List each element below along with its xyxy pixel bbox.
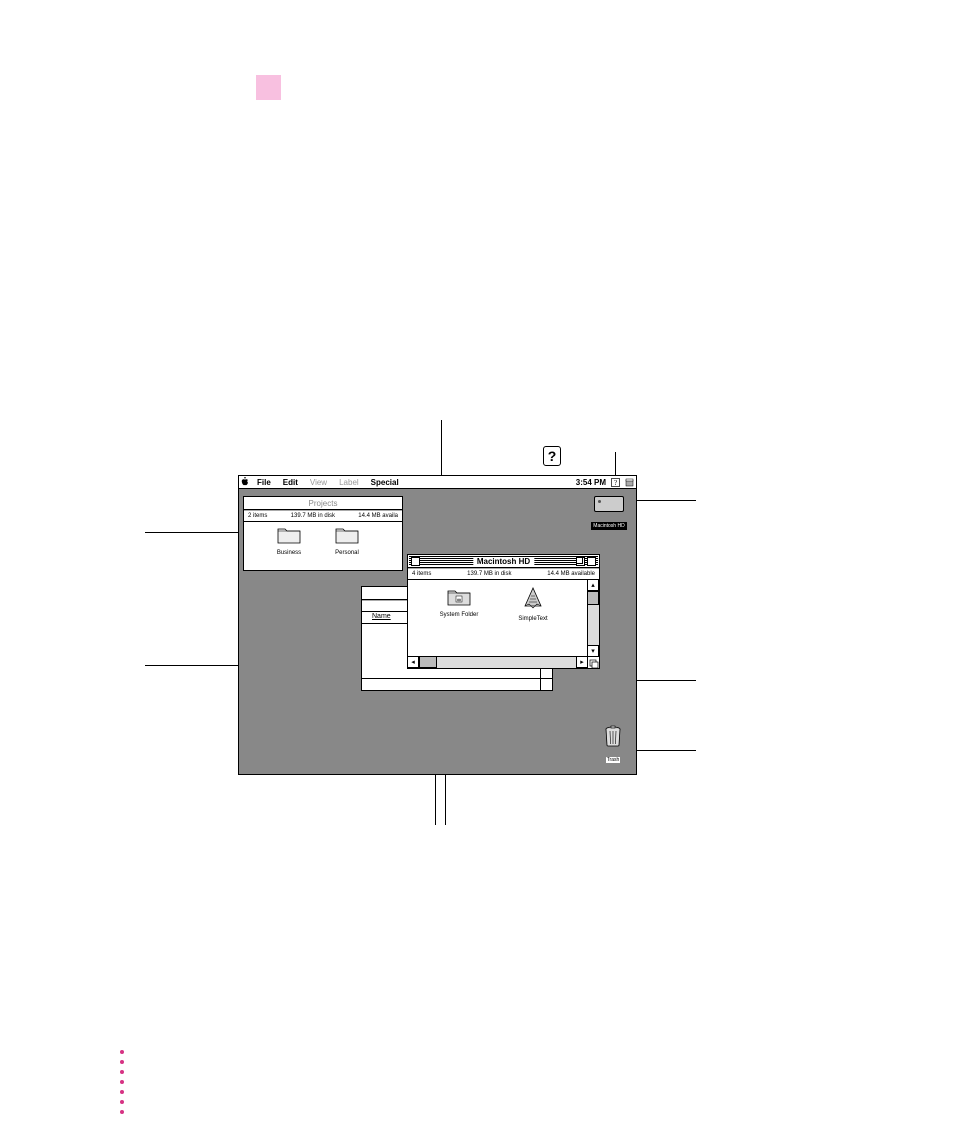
grow-box[interactable] bbox=[540, 678, 552, 690]
system-folder-label: System Folder bbox=[434, 612, 484, 618]
item-count: 2 items bbox=[248, 513, 267, 519]
projects-window-title: Projects bbox=[305, 499, 342, 508]
apple-menu-icon[interactable] bbox=[239, 477, 251, 488]
trash-icon-image bbox=[604, 725, 622, 747]
menu-view[interactable]: View bbox=[304, 478, 333, 487]
menu-edit[interactable]: Edit bbox=[277, 478, 304, 487]
app-icon bbox=[521, 586, 545, 610]
projects-window-body: Business Personal bbox=[244, 522, 402, 570]
disk-used: 139.7 MB in disk bbox=[267, 513, 358, 519]
hard-disk-icon-label: Macintosh HD bbox=[591, 522, 626, 530]
hd-window-titlebar[interactable]: Macintosh HD bbox=[408, 555, 599, 568]
disk-available: 14.4 MB available bbox=[547, 571, 595, 577]
hd-window-infobar: 4 items 139.7 MB in disk 14.4 MB availab… bbox=[408, 568, 599, 580]
horizontal-scrollbar[interactable]: ◂ ▸ bbox=[408, 656, 587, 668]
decorative-dots bbox=[120, 1050, 124, 1114]
menubar-clock[interactable]: 3:54 PM bbox=[576, 478, 606, 487]
application-menu-icon[interactable] bbox=[624, 477, 634, 487]
macos-desktop: File Edit View Label Special 3:54 PM ? M… bbox=[238, 475, 637, 775]
projects-window-titlebar[interactable]: Projects bbox=[244, 497, 402, 510]
scroll-left-arrow[interactable]: ◂ bbox=[407, 656, 419, 668]
folder-business[interactable]: Business bbox=[264, 526, 314, 556]
scroll-up-arrow[interactable]: ▴ bbox=[587, 579, 599, 591]
accent-square bbox=[256, 75, 281, 100]
system-folder-icon bbox=[447, 588, 471, 606]
projects-window-infobar: 2 items 139.7 MB in disk 14.4 MB availa bbox=[244, 510, 402, 522]
svg-text:?: ? bbox=[613, 479, 616, 487]
close-box[interactable] bbox=[411, 557, 420, 566]
system-folder[interactable]: System Folder bbox=[434, 588, 484, 618]
hd-window[interactable]: Macintosh HD 4 items 139.7 MB in disk 14… bbox=[407, 554, 600, 669]
vertical-scrollbar[interactable]: ▴ ▾ bbox=[587, 580, 599, 656]
trash-icon-label: Trash bbox=[606, 757, 621, 763]
hd-window-title: Macintosh HD bbox=[473, 557, 534, 566]
horizontal-scrollbar[interactable]: ◂ ▸ bbox=[362, 678, 540, 690]
hd-window-body: System Folder SimpleText ▴ ▾ ◂ ▸ bbox=[408, 580, 599, 668]
help-icon: ? bbox=[543, 446, 561, 466]
disk-available: 14.4 MB availa bbox=[358, 513, 398, 519]
menu-file[interactable]: File bbox=[251, 478, 277, 487]
grow-box[interactable] bbox=[587, 656, 599, 668]
app-label: SimpleText bbox=[508, 616, 558, 622]
folder-label: Business bbox=[264, 550, 314, 556]
scroll-thumb[interactable] bbox=[419, 656, 437, 668]
zoom-box[interactable] bbox=[576, 557, 585, 566]
folder-label: Personal bbox=[322, 550, 372, 556]
trash-icon[interactable]: Trash bbox=[600, 725, 626, 766]
disk-used: 139.7 MB in disk bbox=[431, 571, 547, 577]
hard-disk-icon-image bbox=[594, 496, 624, 512]
collapse-box[interactable] bbox=[587, 557, 596, 566]
menu-label[interactable]: Label bbox=[333, 478, 365, 487]
item-count: 4 items bbox=[412, 571, 431, 577]
simpletext-app[interactable]: SimpleText bbox=[508, 586, 558, 622]
folder-personal[interactable]: Personal bbox=[322, 526, 372, 556]
scroll-thumb[interactable] bbox=[587, 591, 599, 605]
menubar: File Edit View Label Special 3:54 PM ? bbox=[239, 476, 636, 489]
folder-icon bbox=[277, 526, 301, 544]
callout-line bbox=[435, 775, 436, 825]
callout-line bbox=[145, 532, 240, 533]
callout-line bbox=[445, 775, 446, 825]
menu-special[interactable]: Special bbox=[365, 478, 405, 487]
projects-window[interactable]: Projects 2 items 139.7 MB in disk 14.4 M… bbox=[243, 496, 403, 571]
hard-disk-icon[interactable]: Macintosh HD bbox=[590, 496, 628, 532]
folder-icon bbox=[335, 526, 359, 544]
help-menu-icon[interactable]: ? bbox=[610, 477, 620, 487]
